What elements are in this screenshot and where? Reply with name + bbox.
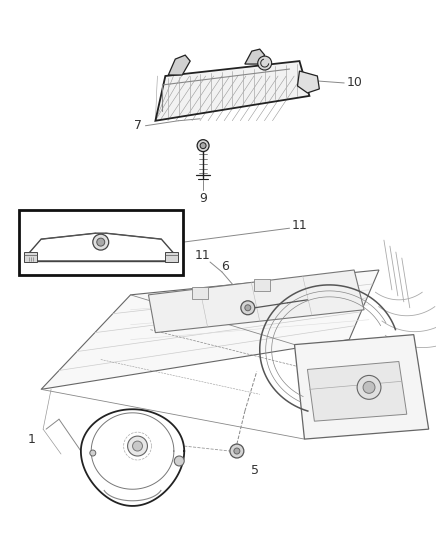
Text: 6: 6 [221,261,229,273]
Polygon shape [149,270,364,333]
Circle shape [200,143,206,149]
Bar [165,252,178,262]
Text: 1: 1 [27,433,35,446]
Circle shape [128,436,147,456]
Circle shape [241,301,255,315]
Circle shape [245,305,251,311]
Polygon shape [156,61,309,121]
Polygon shape [308,361,407,421]
Circle shape [357,375,381,399]
Text: 7: 7 [134,119,142,132]
Text: 10: 10 [346,76,362,90]
Circle shape [132,441,142,451]
Circle shape [197,140,209,151]
Bar [24,252,37,262]
Text: 5: 5 [251,464,259,478]
Bar [19,211,183,275]
Circle shape [97,238,105,246]
Polygon shape [168,55,190,75]
Circle shape [258,56,272,70]
Polygon shape [41,270,379,389]
Circle shape [230,444,244,458]
Bar [253,279,270,291]
Circle shape [234,448,240,454]
Circle shape [174,456,184,466]
Text: 11: 11 [291,219,307,232]
Text: 11: 11 [194,248,210,262]
Polygon shape [245,49,265,64]
Text: 9: 9 [199,192,207,205]
Polygon shape [81,409,184,506]
Polygon shape [298,71,319,93]
Circle shape [363,382,375,393]
Circle shape [90,450,96,456]
Bar [192,287,208,298]
Circle shape [93,234,109,250]
Polygon shape [295,335,429,439]
